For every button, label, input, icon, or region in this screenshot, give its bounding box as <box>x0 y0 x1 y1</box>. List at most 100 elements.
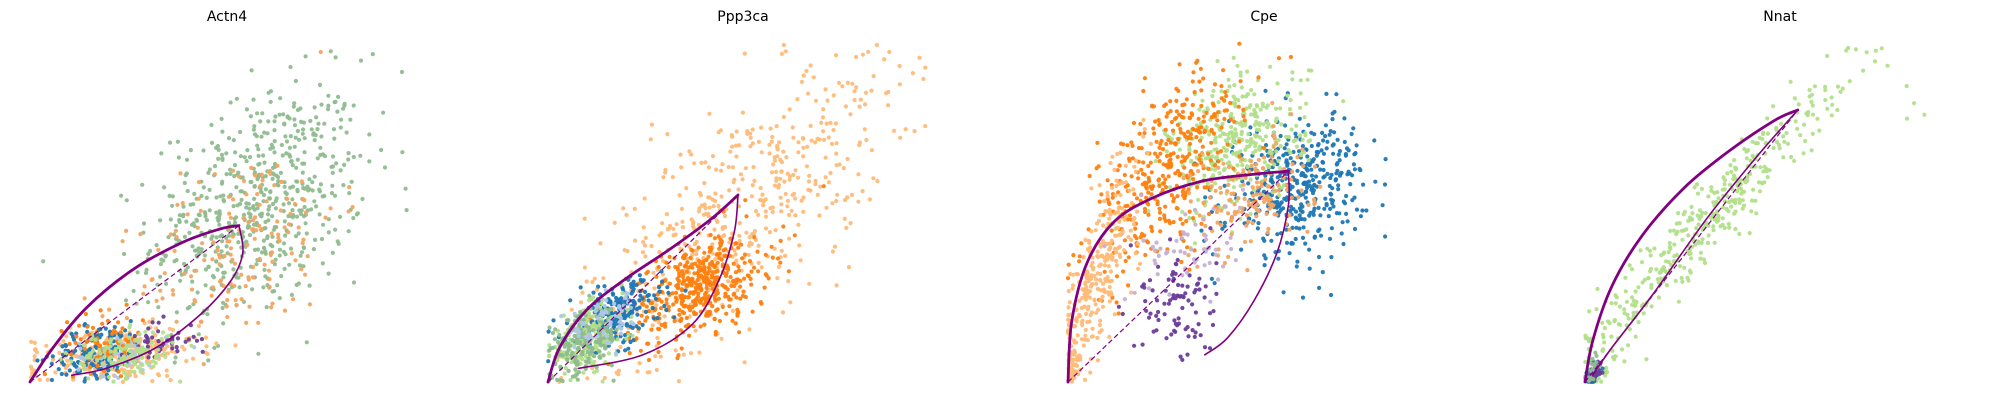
data-point <box>333 55 338 60</box>
data-point <box>319 134 324 139</box>
data-point <box>1134 196 1140 201</box>
data-point <box>1143 252 1148 258</box>
data-point <box>1095 271 1100 276</box>
data-point <box>1100 304 1106 309</box>
data-point <box>1196 197 1201 202</box>
data-point <box>261 245 267 250</box>
data-point <box>1148 160 1153 165</box>
data-point <box>1131 187 1136 192</box>
data-point <box>1267 64 1273 69</box>
data-point <box>688 308 693 313</box>
data-point <box>1729 204 1734 209</box>
data-point <box>1105 275 1110 280</box>
data-point <box>1199 160 1204 165</box>
data-point <box>41 259 46 264</box>
data-point <box>350 204 355 210</box>
data-point <box>1074 363 1080 368</box>
data-point <box>256 162 261 167</box>
data-point <box>1202 345 1208 350</box>
data-point <box>1199 103 1204 109</box>
data-point <box>712 236 718 241</box>
data-point <box>320 261 325 266</box>
data-point <box>196 180 201 185</box>
data-point <box>1309 143 1314 149</box>
data-point <box>1275 81 1280 86</box>
data-point <box>1354 143 1359 148</box>
data-point <box>1303 195 1308 200</box>
data-point <box>171 232 177 237</box>
data-point <box>708 280 713 285</box>
data-point <box>645 315 650 320</box>
data-point <box>1089 263 1094 269</box>
data-point <box>1228 197 1233 202</box>
data-point <box>1360 208 1365 213</box>
data-point <box>712 227 717 232</box>
data-point <box>779 202 784 207</box>
data-point <box>280 153 285 158</box>
data-point <box>1696 222 1701 227</box>
data-point <box>232 261 237 266</box>
data-point <box>1107 334 1112 339</box>
data-point <box>747 327 752 332</box>
data-point <box>404 208 409 213</box>
data-point <box>247 232 253 238</box>
data-point <box>1232 119 1237 124</box>
data-point <box>1196 116 1201 121</box>
data-point <box>1187 173 1192 178</box>
data-point <box>154 326 159 331</box>
data-point <box>719 194 724 199</box>
data-point <box>277 296 282 301</box>
data-point <box>704 257 709 263</box>
data-point <box>1123 258 1128 264</box>
data-point <box>712 317 717 322</box>
data-point <box>1301 225 1306 230</box>
data-point <box>1329 255 1334 260</box>
data-point <box>1284 134 1289 139</box>
data-point <box>1085 320 1090 325</box>
data-point <box>1156 264 1161 269</box>
data-point <box>1351 126 1356 131</box>
data-point <box>214 195 219 200</box>
data-point <box>559 352 564 358</box>
data-point <box>1216 277 1221 282</box>
data-point <box>1222 220 1227 225</box>
data-point <box>1267 164 1272 169</box>
data-point <box>1225 132 1230 137</box>
data-point <box>1207 132 1212 137</box>
data-point <box>89 361 94 366</box>
data-point <box>858 97 863 102</box>
data-point <box>1193 149 1198 154</box>
data-point <box>287 262 292 267</box>
data-point <box>747 259 753 264</box>
data-point <box>249 165 254 170</box>
data-point <box>699 298 704 303</box>
data-point <box>1225 142 1230 147</box>
data-point <box>823 175 828 180</box>
data-point <box>276 183 281 188</box>
data-point <box>1176 282 1181 288</box>
data-point <box>171 292 176 297</box>
data-point <box>1304 101 1309 106</box>
data-point <box>1229 124 1234 130</box>
data-point <box>1185 325 1190 330</box>
data-point <box>341 106 346 111</box>
data-point <box>759 198 765 203</box>
data-point <box>1216 100 1221 105</box>
data-point <box>1344 146 1350 151</box>
data-point <box>580 335 585 340</box>
data-point <box>1298 216 1303 221</box>
data-point <box>1254 214 1259 219</box>
data-point <box>569 307 574 312</box>
data-point <box>779 209 784 214</box>
data-point <box>1289 112 1294 117</box>
data-point <box>253 173 258 178</box>
data-point <box>652 293 657 298</box>
panel-title: Ppp3ca <box>717 9 768 25</box>
data-point <box>1222 132 1227 137</box>
data-point <box>631 283 636 288</box>
data-point <box>127 344 132 349</box>
data-point <box>239 272 244 277</box>
data-point <box>1294 123 1299 128</box>
data-point <box>1307 266 1312 271</box>
data-point <box>325 107 331 112</box>
